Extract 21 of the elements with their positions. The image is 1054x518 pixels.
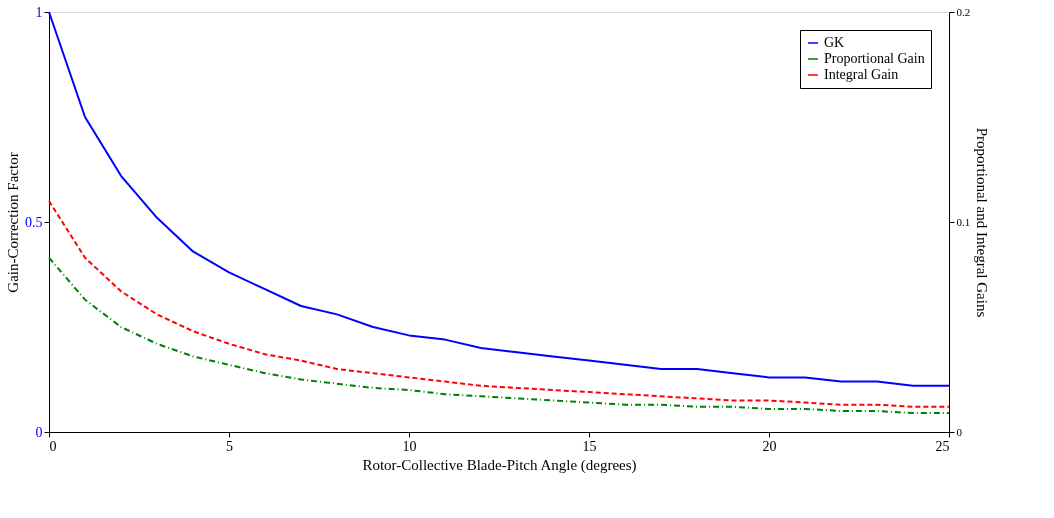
y2-tick-label: 0 (956, 425, 963, 438)
x-tick-label: 15 (582, 438, 597, 454)
legend-label: Integral Gain (824, 67, 899, 82)
legend-label: Proportional Gain (824, 51, 925, 66)
x-tick-label: 0 (49, 438, 57, 454)
y-tick-label: 0.5 (25, 214, 43, 230)
y2-tick-label: 0.1 (956, 215, 971, 228)
x-tick-label: 25 (935, 438, 950, 454)
x-tick-label: 5 (226, 438, 233, 454)
x-tick-label: 20 (762, 438, 777, 454)
x-tick-label: 10 (402, 438, 417, 454)
y2-tick-label: 0.2 (956, 5, 971, 18)
line-series (48, 256, 950, 415)
y-axis-title: Gain-Correction Factor (5, 152, 21, 293)
y-tick-label: 0 (35, 424, 43, 440)
legend-label: GK (824, 35, 845, 50)
x-axis-title: Rotor-Collective Blade-Pitch Angle (degrees) (362, 456, 637, 474)
y2-axis-title: Proportional and Integral Gains (974, 127, 991, 318)
y-tick-label: 1 (35, 4, 43, 20)
line-series (48, 11, 950, 387)
line-series (48, 200, 950, 408)
